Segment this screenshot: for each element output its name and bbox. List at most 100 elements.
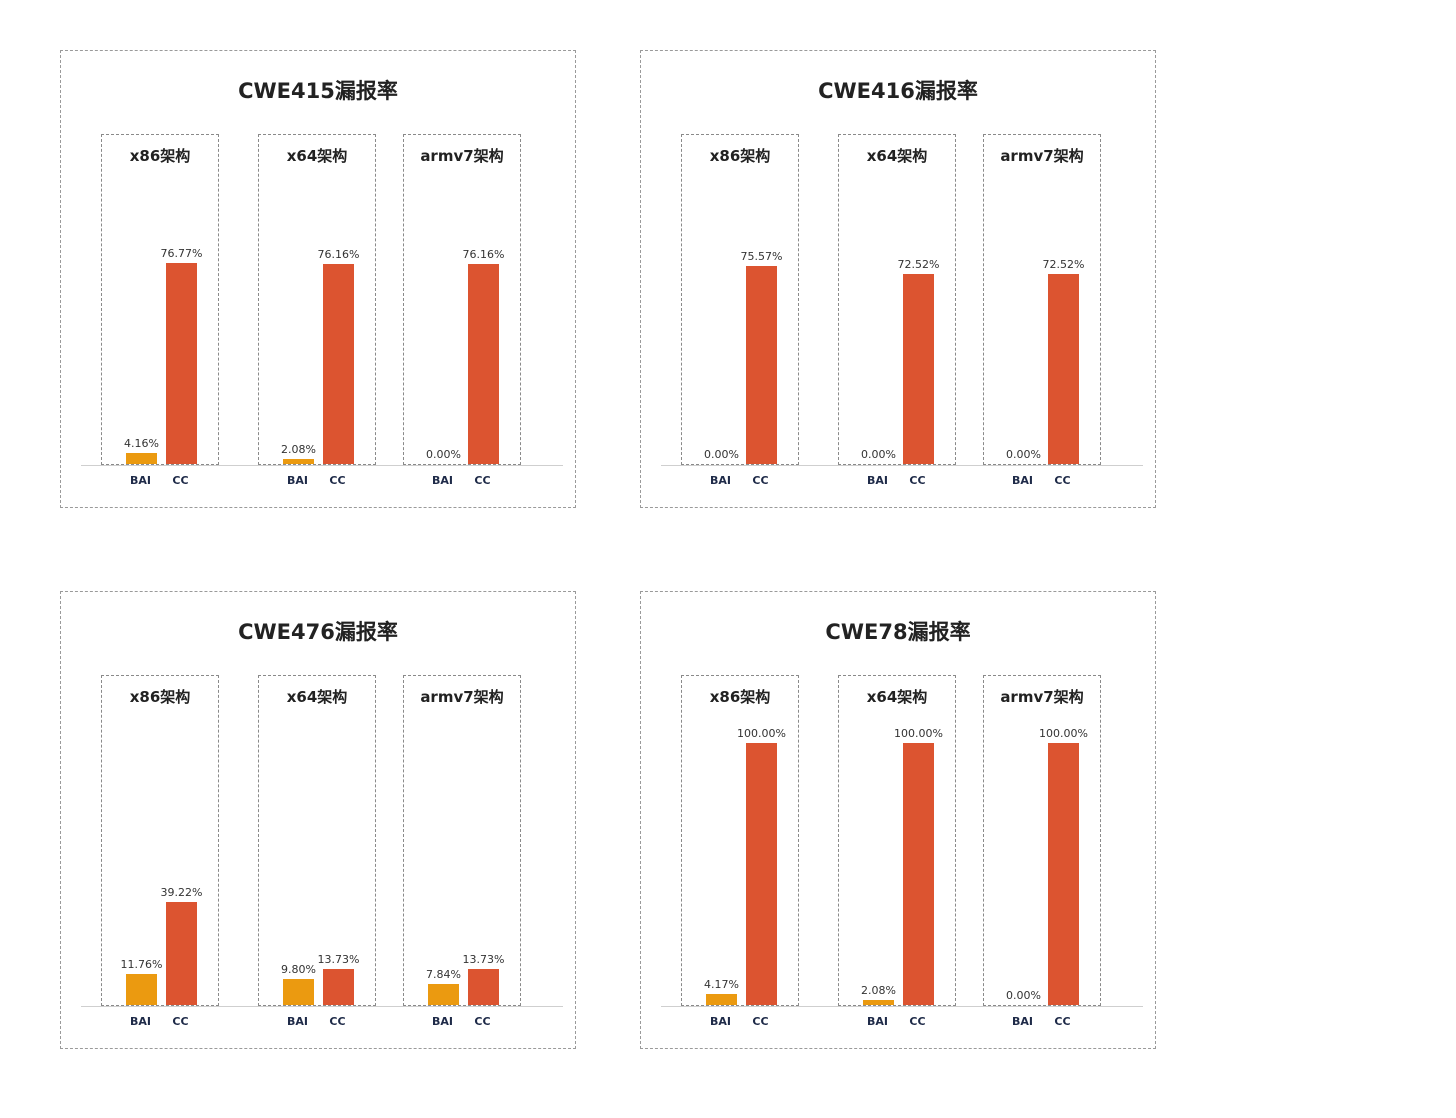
data-label-bai: 11.76% <box>120 958 163 972</box>
data-label-bai: 0.00% <box>1006 989 1041 1002</box>
data-label-bai: 0.00% <box>704 448 739 461</box>
bar-cc <box>1048 743 1079 1005</box>
chart-title: CWE78漏报率 <box>825 620 971 644</box>
category-tick-label: BAI <box>1012 474 1033 487</box>
category-tick-label: CC <box>474 1015 491 1028</box>
bar-cc <box>903 274 934 464</box>
bar-cc <box>746 743 777 1005</box>
category-tick-label: BAI <box>287 474 308 487</box>
category-tick-label: BAI <box>867 1015 888 1028</box>
chart-panel: CWE78漏报率 x86架构 4.17% 100.00% BAI CC x64架构 2.08%… <box>640 591 1156 1049</box>
chart-panel: CWE415漏报率 x86架构 4.16% 76.77% BAI CC x64架构 2.08%… <box>60 50 576 508</box>
arch-group: armv7架构 0.00% 72.52% <box>983 134 1101 465</box>
category-tick-label: CC <box>909 1015 926 1028</box>
arch-group: x64架构 0.00% 72.52% <box>838 134 956 465</box>
data-label-cc: 39.22% <box>160 886 203 900</box>
category-tick-label: BAI <box>1012 1015 1033 1028</box>
bar-cc <box>903 743 934 1005</box>
category-tick-label: BAI <box>287 1015 308 1028</box>
bar-cc <box>1048 274 1079 464</box>
arch-group: x64架构 2.08% 100.00% <box>838 675 956 1006</box>
x-axis-line <box>81 1006 563 1007</box>
data-label-bai: 0.00% <box>426 448 461 461</box>
category-tick-label: BAI <box>130 474 151 487</box>
bar-bai <box>126 974 157 1005</box>
data-label-bai: 0.00% <box>1006 448 1041 461</box>
category-tick-label: BAI <box>130 1015 151 1028</box>
bar-bai <box>706 994 737 1005</box>
bar-bai <box>283 979 314 1005</box>
bar-cc <box>323 969 354 1005</box>
x-axis-line <box>81 465 563 466</box>
data-label-cc: 13.73% <box>462 953 505 967</box>
category-tick-label: CC <box>1054 1015 1071 1028</box>
chart-title: CWE416漏报率 <box>818 79 978 103</box>
bar-cc <box>166 902 197 1005</box>
category-tick-label: CC <box>474 474 491 487</box>
arch-group: x86架构 11.76% 39.22% <box>101 675 219 1006</box>
data-label-cc: 100.00% <box>894 727 943 740</box>
category-tick-label: CC <box>1054 474 1071 487</box>
bar-bai <box>428 984 459 1005</box>
category-tick-label: CC <box>752 474 769 487</box>
arch-group-title: x64架构 <box>286 688 348 706</box>
chart-panel: CWE476漏报率 x86架构 11.76% 39.22% BAI CC x64架构 9.80… <box>60 591 576 1049</box>
data-label-bai: 2.08% <box>281 442 316 456</box>
category-tick-label: CC <box>909 474 926 487</box>
data-label-bai: 0.00% <box>861 448 896 461</box>
category-tick-label: CC <box>329 1015 346 1028</box>
category-tick-label: CC <box>752 1015 769 1028</box>
chart-title: CWE415漏报率 <box>238 79 398 103</box>
arch-group: armv7架构 7.84% 13.73% <box>403 675 521 1006</box>
category-tick-label: BAI <box>710 1015 731 1028</box>
x-axis-line <box>661 1006 1143 1007</box>
bar-bai <box>863 999 894 1005</box>
arch-group-title: x64架构 <box>866 147 928 165</box>
data-label-bai: 4.17% <box>704 978 739 992</box>
data-label-cc: 76.16% <box>462 248 505 262</box>
chart-panel: CWE416漏报率 x86架构 0.00% 75.57% BAI CC x64架构 0.00%… <box>640 50 1156 508</box>
arch-group: armv7架构 0.00% 100.00% <box>983 675 1101 1006</box>
bar-bai <box>126 453 157 464</box>
arch-group-title: armv7架构 <box>420 688 504 706</box>
chart-title: CWE476漏报率 <box>238 620 398 644</box>
bar-cc <box>746 266 777 464</box>
data-label-cc: 100.00% <box>737 727 786 740</box>
category-tick-label: BAI <box>432 474 453 487</box>
data-label-bai: 2.08% <box>861 983 896 997</box>
bar-bai <box>283 458 314 464</box>
category-tick-label: CC <box>172 1015 189 1028</box>
category-tick-label: BAI <box>867 474 888 487</box>
bar-cc <box>166 262 197 464</box>
category-tick-label: BAI <box>710 474 731 487</box>
arch-group: x64架构 9.80% 13.73% <box>258 675 376 1006</box>
bar-cc <box>468 264 499 464</box>
arch-group-title: x64架构 <box>866 688 928 706</box>
data-label-cc: 13.73% <box>317 953 360 967</box>
data-label-bai: 4.16% <box>124 437 159 451</box>
arch-group-title: x86架构 <box>129 688 191 706</box>
arch-group-title: x86架构 <box>129 147 191 165</box>
x-axis-line <box>661 465 1143 466</box>
category-tick-label: CC <box>329 474 346 487</box>
data-label-bai: 9.80% <box>281 963 316 977</box>
arch-group: x86架构 0.00% 75.57% <box>681 134 799 465</box>
arch-group-title: x86架构 <box>709 688 771 706</box>
category-tick-label: CC <box>172 474 189 487</box>
data-label-cc: 72.52% <box>897 257 940 271</box>
category-tick-label: BAI <box>432 1015 453 1028</box>
data-label-cc: 75.57% <box>740 250 783 263</box>
arch-group: x64架构 2.08% 76.16% <box>258 134 376 465</box>
data-label-cc: 100.00% <box>1039 727 1088 740</box>
arch-group-title: armv7架构 <box>420 147 504 165</box>
data-label-bai: 7.84% <box>426 968 461 982</box>
arch-group-title: armv7架构 <box>1000 147 1084 165</box>
arch-group-title: x64架构 <box>286 147 348 165</box>
arch-group: x86架构 4.16% 76.77% <box>101 134 219 465</box>
arch-group: armv7架构 0.00% 76.16% <box>403 134 521 465</box>
data-label-cc: 72.52% <box>1042 257 1085 271</box>
data-label-cc: 76.77% <box>160 246 203 260</box>
data-label-cc: 76.16% <box>317 248 360 262</box>
bar-cc <box>323 264 354 464</box>
arch-group: x86架构 4.17% 100.00% <box>681 675 799 1006</box>
